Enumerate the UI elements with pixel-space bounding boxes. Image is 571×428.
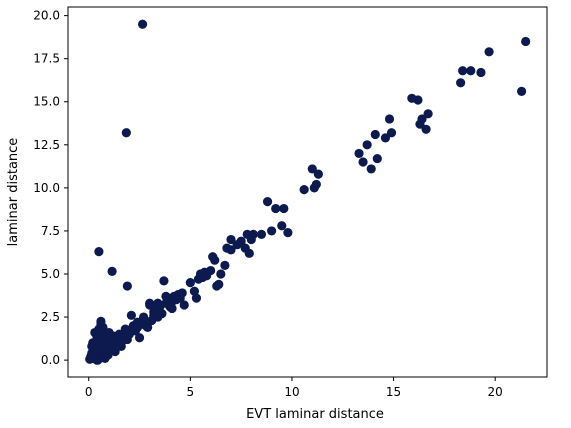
data-point xyxy=(91,352,101,362)
y-axis-label: laminar distance xyxy=(6,138,21,247)
data-point xyxy=(214,279,224,289)
data-point xyxy=(456,78,466,88)
data-point xyxy=(370,129,380,140)
y-tick-label: 10.0 xyxy=(33,181,60,195)
data-point xyxy=(236,236,246,246)
data-point xyxy=(299,184,309,195)
data-point xyxy=(413,95,423,105)
data-point xyxy=(108,331,118,341)
data-point xyxy=(149,310,159,320)
x-tick-label: 5 xyxy=(187,385,195,399)
data-point xyxy=(517,86,527,96)
y-axis-ticks: 0.0 2.5 5.0 7.5 10.0 12.5 15.0 17.5 20.0 xyxy=(33,9,68,367)
data-point xyxy=(94,247,104,257)
data-point xyxy=(159,276,169,286)
data-point xyxy=(116,338,126,348)
data-point xyxy=(458,66,468,76)
x-tick-label: 0 xyxy=(85,385,93,399)
data-point xyxy=(134,333,145,343)
data-point xyxy=(386,128,397,138)
data-point xyxy=(167,303,177,314)
data-point xyxy=(179,300,189,310)
data-point xyxy=(132,322,143,332)
y-tick-label: 5.0 xyxy=(41,267,60,281)
y-tick-label: 0.0 xyxy=(41,353,60,367)
data-point xyxy=(206,265,216,276)
plot-frame xyxy=(67,6,548,378)
data-point xyxy=(94,331,104,341)
x-axis-label: EVT laminar distance xyxy=(246,407,384,422)
data-point xyxy=(210,255,220,265)
data-point xyxy=(311,179,321,190)
data-point xyxy=(354,148,364,159)
data-point xyxy=(121,128,131,138)
data-point xyxy=(421,124,431,134)
y-tick-label: 7.5 xyxy=(41,224,60,238)
x-tick-label: 15 xyxy=(386,385,401,399)
x-tick-label: 10 xyxy=(284,385,299,399)
data-point xyxy=(248,229,258,239)
data-point xyxy=(110,346,120,357)
data-point xyxy=(271,203,281,214)
data-point xyxy=(120,324,130,334)
data-point xyxy=(244,248,254,258)
data-point xyxy=(139,314,149,324)
x-tick-label: 20 xyxy=(488,385,503,399)
data-point xyxy=(185,278,195,288)
data-point xyxy=(226,245,236,255)
y-tick-label: 12.5 xyxy=(33,138,60,152)
data-point xyxy=(157,309,167,319)
data-point xyxy=(90,342,100,352)
data-point xyxy=(380,133,391,143)
data-point xyxy=(372,153,382,164)
y-tick-label: 17.5 xyxy=(33,52,60,66)
data-point xyxy=(313,169,323,179)
data-point xyxy=(96,316,106,326)
data-point xyxy=(256,229,267,239)
data-point xyxy=(143,322,153,332)
data-point xyxy=(126,310,137,320)
data-point xyxy=(384,114,395,124)
data-point xyxy=(423,109,433,119)
data-point xyxy=(177,288,187,298)
data-point xyxy=(216,269,226,279)
data-point xyxy=(362,140,372,150)
data-point xyxy=(226,234,236,245)
data-point xyxy=(220,260,230,270)
y-tick-label: 15.0 xyxy=(33,95,60,109)
x-axis-ticks: 0 5 10 15 20 xyxy=(85,377,503,399)
data-point xyxy=(466,66,476,76)
data-point xyxy=(145,298,155,308)
data-point xyxy=(476,67,486,78)
data-point xyxy=(417,114,427,124)
data-point xyxy=(161,291,171,301)
data-point xyxy=(191,293,202,303)
data-point xyxy=(153,298,163,308)
y-tick-label: 2.5 xyxy=(41,310,60,324)
data-point xyxy=(279,203,289,214)
data-point xyxy=(102,345,112,355)
data-point xyxy=(358,157,368,167)
data-point xyxy=(307,164,317,174)
data-point xyxy=(484,47,494,57)
data-point xyxy=(283,228,293,238)
data-point xyxy=(267,226,277,236)
data-point xyxy=(366,164,376,174)
data-point xyxy=(107,266,117,277)
data-point xyxy=(137,19,148,29)
data-point xyxy=(262,197,273,207)
y-tick-label: 20.0 xyxy=(33,9,60,23)
data-point xyxy=(122,281,132,291)
data-point xyxy=(277,221,287,231)
data-points xyxy=(85,19,531,365)
data-point xyxy=(521,36,531,47)
